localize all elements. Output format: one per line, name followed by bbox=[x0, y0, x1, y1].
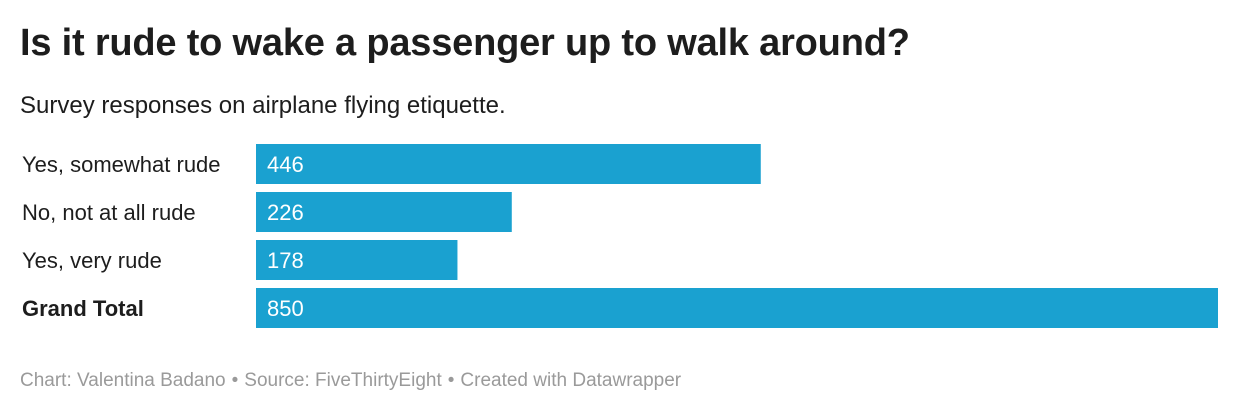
bar bbox=[256, 240, 458, 280]
source-credit: Source: FiveThirtyEight bbox=[244, 370, 442, 391]
category-label: No, not at all rude bbox=[22, 200, 196, 225]
bar bbox=[256, 192, 512, 232]
bar bbox=[256, 288, 1218, 328]
category-label: Yes, somewhat rude bbox=[22, 152, 221, 177]
category-label: Grand Total bbox=[22, 296, 144, 321]
footer-separator: • bbox=[231, 370, 239, 391]
chart-subtitle: Survey responses on airplane flying etiq… bbox=[20, 92, 506, 119]
chart-credit: Chart: Valentina Badano bbox=[20, 370, 226, 391]
chart-title: Is it rude to wake a passenger up to wal… bbox=[20, 22, 910, 64]
chart-footer: Chart: Valentina Badano • Source: FiveThir… bbox=[20, 370, 681, 392]
bar-value-label: 446 bbox=[267, 152, 304, 177]
footer-separator: • bbox=[447, 370, 455, 391]
bar-value-label: 226 bbox=[267, 200, 304, 225]
bar-value-label: 178 bbox=[267, 248, 304, 273]
tool-credit: Created with Datawrapper bbox=[460, 370, 682, 391]
bar-value-label: 850 bbox=[267, 296, 304, 321]
category-label: Yes, very rude bbox=[22, 248, 162, 273]
bar bbox=[256, 144, 761, 184]
